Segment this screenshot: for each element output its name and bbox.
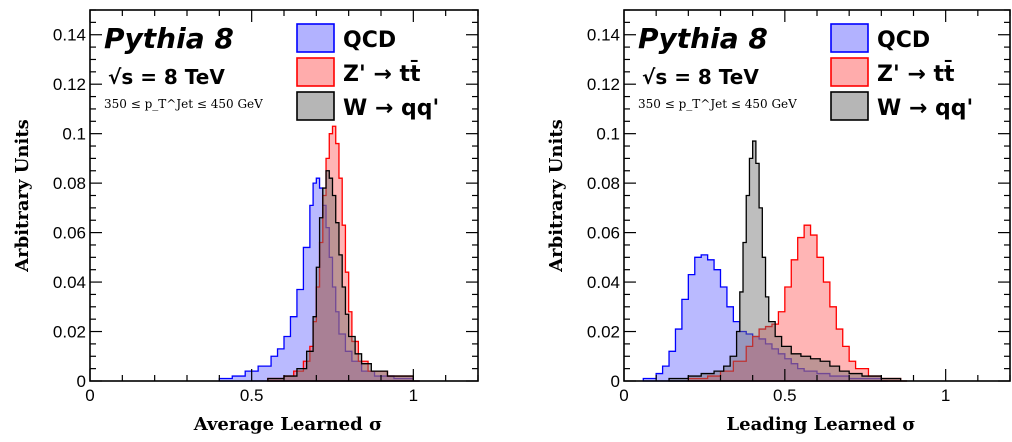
y-tick-label: 0.08 bbox=[53, 174, 86, 193]
y-tick-label: 0.14 bbox=[53, 26, 86, 45]
legend-swatch-1 bbox=[830, 23, 869, 53]
x-tick-label: 0 bbox=[85, 386, 94, 405]
y-axis-title: Arbitrary Units bbox=[12, 119, 33, 273]
x-tick-label: 1 bbox=[409, 386, 418, 405]
generator-label: Pythia 8 bbox=[638, 22, 768, 55]
legend-label-3: W → qq' bbox=[877, 96, 973, 121]
y-tick-label: 0.12 bbox=[587, 75, 620, 94]
legend-label-1: QCD bbox=[343, 28, 396, 53]
legend-label-1: QCD bbox=[877, 28, 930, 53]
x-axis-title: Average Learned σ bbox=[193, 414, 383, 435]
energy-label: √s = 8 TeV bbox=[108, 65, 225, 89]
chart-panel-1: 0 0.5 1 0 0.02 0.04 0.06 0.08 0.1 0.12 0.14 Average… bbox=[12, 9, 479, 435]
chart-panel-2: 0 0.5 1 0 0.02 0.04 0.06 0.08 0.1 0.12 0.14 Leading… bbox=[546, 9, 1011, 435]
x-tick-label: 0.5 bbox=[240, 386, 264, 405]
series-3-histogram bbox=[267, 170, 420, 382]
jet-pt-cut-label: 350 ≤ p_T^Jet ≤ 450 GeV bbox=[104, 97, 263, 111]
y-tick-label: 0.04 bbox=[53, 273, 86, 292]
legend-swatch-3 bbox=[830, 91, 869, 121]
legend-swatch-2 bbox=[296, 57, 335, 87]
x-tick-label: 0 bbox=[619, 386, 628, 405]
legend-swatch-2 bbox=[830, 57, 869, 87]
legend-label-2: Z' → tt̄ bbox=[343, 61, 421, 87]
y-tick-label: 0.04 bbox=[587, 273, 620, 292]
y-tick-label: 0.02 bbox=[587, 323, 620, 342]
y-tick-label: 0.06 bbox=[587, 224, 620, 243]
y-tick-label: 0.08 bbox=[587, 174, 620, 193]
energy-label: √s = 8 TeV bbox=[642, 65, 759, 89]
series-3-histogram bbox=[668, 140, 908, 382]
x-tick-label: 0.5 bbox=[773, 386, 797, 405]
generator-label: Pythia 8 bbox=[104, 22, 234, 55]
y-tick-label: 0.14 bbox=[587, 26, 620, 45]
jet-pt-cut-label: 350 ≤ p_T^Jet ≤ 450 GeV bbox=[638, 97, 797, 111]
y-tick-label: 0.1 bbox=[62, 125, 86, 144]
y-tick-label: 0 bbox=[611, 372, 620, 391]
y-tick-label: 0.12 bbox=[53, 75, 86, 94]
y-tick-label: 0.06 bbox=[53, 224, 86, 243]
legend-swatch-1 bbox=[296, 23, 335, 53]
legend-label-3: W → qq' bbox=[343, 96, 439, 121]
legend-label-2: Z' → tt̄ bbox=[877, 61, 955, 87]
y-axis-title: Arbitrary Units bbox=[546, 119, 567, 273]
y-tick-label: 0 bbox=[77, 372, 86, 391]
series-1-histogram bbox=[642, 254, 888, 382]
x-axis-title: Leading Learned σ bbox=[726, 414, 915, 435]
legend-swatch-3 bbox=[296, 91, 335, 121]
series-2-histogram bbox=[687, 224, 908, 382]
y-tick-label: 0.1 bbox=[596, 125, 620, 144]
y-tick-label: 0.02 bbox=[53, 323, 86, 342]
x-tick-label: 1 bbox=[941, 386, 950, 405]
